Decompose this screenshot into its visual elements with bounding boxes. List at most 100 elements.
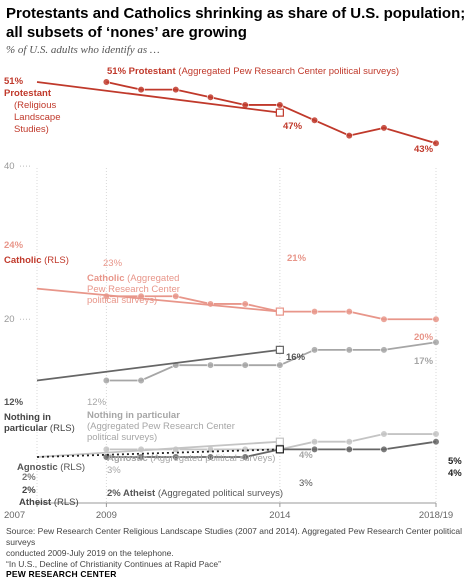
data-label-agnostic_rls: 4%: [299, 450, 313, 461]
data-label-nothing_rls: 16%: [286, 352, 306, 363]
series-line-protestant_agg: [106, 81, 437, 145]
data-label-protestant_rls: (Religious: [14, 100, 56, 111]
point-agnostic_rls: [275, 437, 284, 446]
point-protestant_agg: [432, 139, 440, 147]
point-nothing_agg: [206, 361, 215, 369]
point-atheist_agg: [345, 445, 353, 453]
point-nothing_agg: [137, 376, 145, 385]
point-nothing_rls: [275, 345, 284, 354]
point-atheist_rls: [275, 445, 284, 454]
point-protestant_agg: [310, 116, 319, 124]
y-tick-label: 20: [4, 314, 15, 325]
series-line-catholic_agg: [106, 295, 436, 321]
point-protestant_rls: [275, 108, 284, 117]
data-label-nothing_rls: particular (RLS): [4, 423, 75, 434]
data-label-protestant_rls: Landscape: [14, 112, 60, 123]
point-agnostic_agg: [310, 438, 319, 446]
source-line-3: “In U.S., Decline of Christianity Contin…: [6, 559, 221, 569]
chart-title: Protestants and Catholics shrinking as s…: [6, 5, 466, 41]
data-label-nothing_agg: 12%: [87, 397, 107, 408]
label-suffix: (RLS): [41, 255, 68, 266]
point-protestant_agg: [206, 93, 215, 101]
data-label-catholic_rls: Catholic (RLS): [4, 255, 69, 266]
data-label-protestant_rls: 47%: [283, 121, 303, 132]
x-tick-label: 2009: [96, 510, 117, 521]
point-catholic_agg: [380, 315, 388, 323]
point-atheist_agg: [137, 453, 145, 461]
label-suffix: (Aggregated Pew Research Center politica…: [176, 66, 399, 77]
point-nothing_agg: [276, 361, 284, 369]
point-atheist_agg: [241, 453, 249, 461]
data-label-agnostic_rls: Agnostic (RLS): [17, 462, 85, 473]
label-suffix: (Aggregated: [124, 273, 179, 284]
data-label-nothing_agg: 17%: [414, 356, 434, 367]
point-agnostic_agg: [345, 438, 353, 446]
data-label-catholic_rls: 24%: [4, 240, 24, 251]
data-label-atheist_rls: 3%: [299, 478, 313, 489]
data-label-catholic_agg: 20%: [414, 332, 434, 343]
data-label-protestant_rls: Protestant: [4, 88, 52, 99]
series-line-agnostic_rls: [36, 440, 280, 458]
source-note: Source: Pew Research Center Religious La…: [6, 526, 468, 570]
point-nothing_agg: [310, 346, 319, 354]
data-label-atheist_agg: 2% Atheist (Aggregated political surveys…: [107, 488, 283, 499]
point-catholic_rls: [275, 307, 284, 316]
point-protestant_agg: [102, 78, 110, 86]
x-tick-label: 2018/19: [419, 510, 453, 521]
point-catholic_agg: [432, 315, 440, 323]
point-atheist_agg: [206, 453, 215, 461]
point-protestant_agg: [172, 86, 180, 94]
point-agnostic_agg: [241, 445, 249, 453]
series-line-atheist_rls: [36, 448, 280, 458]
data-label-nothing_agg: political surveys): [87, 432, 157, 443]
point-protestant_agg: [137, 86, 145, 94]
data-label-agnostic_agg: 3%: [107, 465, 121, 476]
source-line-1: Source: Pew Research Center Religious La…: [6, 526, 462, 547]
data-label-atheist_agg: 4%: [448, 468, 462, 479]
point-catholic_agg: [345, 307, 353, 316]
point-atheist_agg: [172, 453, 180, 461]
point-nothing_agg: [432, 338, 440, 346]
label-suffix: (RLS): [51, 497, 78, 508]
data-label-atheist_rls: 2%: [22, 485, 36, 496]
point-nothing_agg: [380, 346, 388, 354]
data-label-agnostic_agg: 5%: [448, 456, 462, 467]
data-label-protestant_rls: Studies): [14, 124, 49, 135]
point-atheist_agg: [310, 445, 319, 453]
pew-logo: PEW RESEARCH CENTER: [6, 569, 117, 579]
label-suffix: (RLS): [58, 462, 85, 473]
data-label-agnostic_agg: Agnostic (Aggregated political surveys): [107, 453, 275, 464]
data-label-protestant_agg: 43%: [414, 144, 434, 155]
y-tick-label: 40: [4, 161, 15, 172]
source-line-2: conducted 2009-July 2019 on the telephon…: [6, 548, 174, 558]
data-label-nothing_rls: Nothing in: [4, 412, 51, 423]
label-suffix: (Aggregated political surveys): [148, 453, 276, 464]
series-line-catholic_rls: [36, 287, 280, 313]
data-label-protestant_agg: 51% Protestant (Aggregated Pew Research …: [107, 66, 399, 77]
x-tick-label: 2007: [4, 510, 25, 521]
chart-subtitle: % of U.S. adults who identify as …: [6, 44, 160, 56]
data-label-catholic_agg: 23%: [103, 258, 123, 269]
point-atheist_agg: [380, 445, 388, 453]
data-label-nothing_agg: (Aggregated Pew Research Center: [87, 421, 235, 432]
line-chart: 2007 2009 2014 2018/19 40 20 51%Protestant(Rel…: [4, 66, 462, 521]
data-label-atheist_rls: Atheist (RLS): [19, 497, 79, 508]
point-protestant_agg: [380, 124, 388, 132]
point-catholic_agg: [241, 300, 249, 308]
point-atheist_agg: [432, 438, 440, 446]
point-protestant_agg: [345, 131, 353, 140]
label-suffix: (Aggregated political surveys): [155, 488, 283, 499]
point-agnostic_agg: [137, 445, 145, 453]
data-label-protestant_rls: 51%: [4, 76, 24, 87]
data-label-nothing_agg: Nothing in particular: [87, 410, 180, 421]
series-line-protestant_rls: [36, 81, 280, 114]
data-label-catholic_agg: Catholic (Aggregated: [87, 273, 179, 284]
point-protestant_agg: [276, 101, 284, 109]
point-nothing_agg: [241, 361, 249, 369]
data-label-catholic_agg: political surveys): [87, 295, 157, 306]
data-label-agnostic_rls: 2%: [22, 472, 36, 483]
x-tick-label: 2014: [269, 510, 290, 521]
point-agnostic_agg: [432, 430, 440, 438]
label-suffix: (RLS): [47, 423, 74, 434]
series-line-nothing_agg: [106, 341, 437, 382]
